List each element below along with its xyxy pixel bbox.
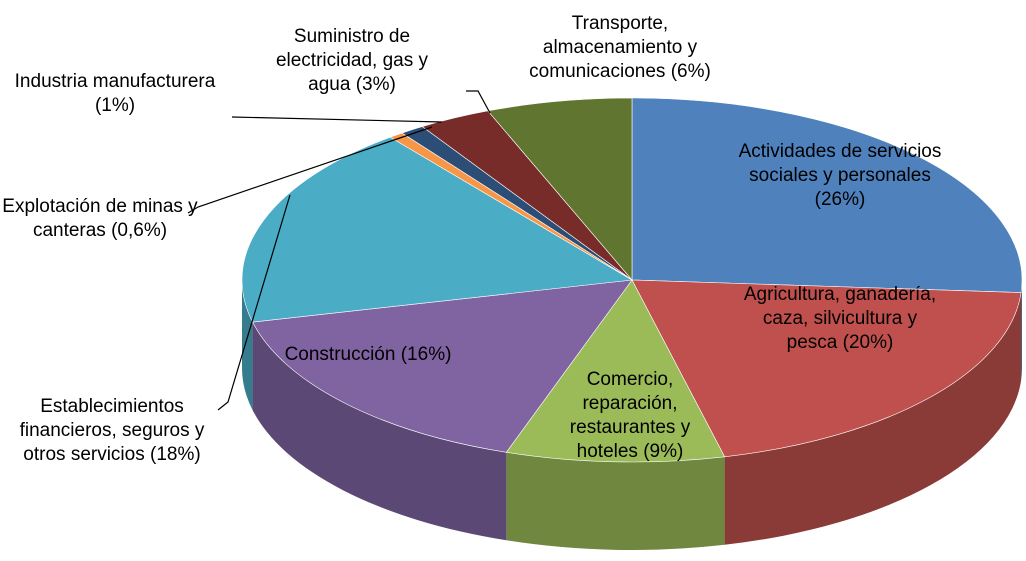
pie-side [252, 322, 507, 541]
category-name: Industria manufacturera [14, 71, 216, 92]
slice-label: Establecimientos financieros, seguros y … [0, 395, 227, 467]
leader-line [187, 126, 433, 214]
slice-label: Transporte, almacenamiento y comunicacio… [520, 12, 720, 84]
slice-label: Actividades de servicios sociales y pers… [730, 140, 950, 212]
value-label: (3%) [355, 74, 396, 95]
category-name: Transporte, almacenamiento y comunicacio… [529, 13, 698, 82]
pie-slice [241, 136, 633, 323]
leader-line [217, 194, 291, 411]
slice-label: Industria manufacturera (1%) [0, 70, 235, 118]
pie-slice [631, 279, 1022, 458]
category-name: Explotación de minas y canteras [2, 196, 198, 241]
category-name: Actividades de servicios sociales y pers… [738, 141, 942, 186]
pie-tops [241, 97, 1023, 463]
slice-label: Agricultura, ganadería, caza, silvicultu… [740, 283, 940, 355]
value-label: (0,6%) [111, 220, 168, 241]
slice-label: Explotación de minas y canteras (0,6%) [0, 195, 200, 243]
pie-slice [252, 279, 633, 453]
pie-side [1021, 280, 1022, 381]
slice-label: Comercio, reparación, restaurantes y hot… [545, 368, 715, 464]
value-label: (26%) [814, 189, 866, 210]
category-name: Agricultura, ganadería, caza, silvicultu… [743, 284, 937, 353]
value-label: (16%) [400, 344, 452, 365]
category-name: Construcción [284, 344, 396, 365]
pie-slice [631, 97, 1023, 293]
category-name: Comercio, reparación, restaurantes y hot… [569, 369, 691, 462]
value-label: (18%) [150, 444, 201, 465]
pie-slice [505, 279, 726, 463]
pie-slice [487, 97, 633, 281]
slice-label: Suministro de electricidad, gas y agua (… [257, 25, 447, 97]
leader-line [231, 116, 443, 123]
leader-line [466, 90, 491, 114]
slice-label: Construcción (16%) [248, 343, 488, 367]
pie-side [242, 280, 253, 411]
pie-side [724, 292, 1022, 545]
value-label: (1%) [94, 95, 136, 116]
category-name: Establecimientos financieros, seguros y … [19, 396, 205, 465]
value-label: (6%) [670, 61, 711, 82]
pie-sides [242, 280, 1022, 551]
value-label: (9%) [643, 441, 684, 462]
pie-side [506, 452, 725, 551]
value-label: (20%) [842, 332, 894, 353]
category-name: Suministro de electricidad, gas y agua [275, 26, 429, 95]
